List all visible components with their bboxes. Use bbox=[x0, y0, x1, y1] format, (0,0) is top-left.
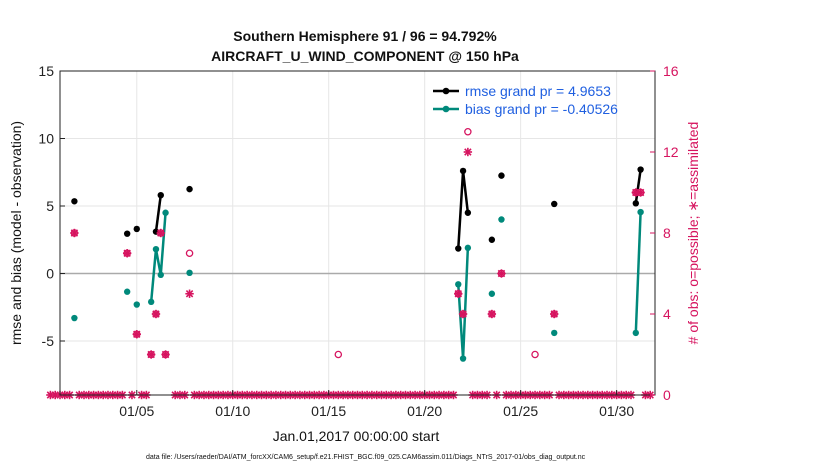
bias-point bbox=[632, 329, 640, 337]
bias-series-line bbox=[634, 212, 642, 333]
assimilated-obs-marker bbox=[454, 289, 463, 298]
bias-point bbox=[157, 271, 164, 279]
bias-point bbox=[133, 301, 140, 308]
bias-point bbox=[637, 208, 644, 216]
bias-point bbox=[71, 314, 78, 322]
x-tick-label: 01/10 bbox=[215, 403, 250, 419]
legend-bias-marker bbox=[442, 105, 450, 113]
assimilated-star-stroke bbox=[185, 290, 194, 298]
assimilated-star-stroke bbox=[464, 148, 472, 156]
assimilated-star-stroke bbox=[161, 350, 170, 359]
legend-bias-label: bias grand pr = -0.40526 bbox=[465, 101, 618, 117]
rmse-point bbox=[123, 230, 131, 237]
y-tick-label-right: 4 bbox=[663, 306, 671, 322]
rmse-series-line bbox=[154, 195, 163, 232]
assimilated-star-stroke bbox=[497, 269, 506, 278]
y-tick-label-right: 12 bbox=[663, 144, 679, 160]
rmse-point bbox=[637, 166, 644, 173]
bias-point bbox=[488, 290, 496, 297]
possible-obs-marker bbox=[334, 350, 343, 359]
assimilated-obs-marker bbox=[122, 249, 132, 258]
series-layer bbox=[71, 166, 644, 362]
x-tick-label: 01/30 bbox=[599, 403, 634, 419]
rmse-point bbox=[71, 198, 78, 205]
x-axis-label: Jan.01,2017 00:00:00 start bbox=[273, 428, 440, 444]
assimilated-star-stroke bbox=[454, 290, 462, 298]
assimilated-obs-marker bbox=[70, 228, 79, 238]
legend: rmse grand pr = 4.9653 bias grand pr = -… bbox=[433, 83, 618, 117]
x-tick-label: 01/20 bbox=[407, 403, 442, 419]
assimilated-star-stroke bbox=[157, 229, 165, 237]
assimilated-star-stroke bbox=[636, 188, 645, 197]
bias-point bbox=[551, 329, 558, 337]
assimilated-star-stroke bbox=[550, 310, 558, 318]
x-tick-label: 01/05 bbox=[119, 403, 154, 419]
assimilated-star-stroke bbox=[123, 249, 131, 257]
possible-obs-marker bbox=[531, 350, 539, 359]
possible-obs-marker bbox=[464, 127, 472, 136]
y-axis-label-left: rmse and bias (model - observation) bbox=[8, 121, 24, 345]
assimilated-obs-marker bbox=[463, 147, 473, 157]
assimilated-obs-marker bbox=[151, 309, 161, 319]
rmse-point bbox=[464, 209, 472, 216]
assimilated-obs-marker bbox=[185, 289, 194, 298]
data-file-footer: data file: /Users/raeder/DAI/ATM_forcXX/… bbox=[146, 454, 586, 461]
rmse-point bbox=[498, 172, 505, 179]
bias-point bbox=[186, 269, 193, 277]
assimilated-star-stroke bbox=[147, 350, 155, 359]
assimilated-obs-marker bbox=[156, 228, 165, 238]
rmse-point bbox=[488, 236, 496, 243]
y-tick-label-left: 10 bbox=[38, 131, 54, 147]
bias-point bbox=[147, 298, 155, 306]
y-tick-label-left: -5 bbox=[42, 333, 55, 349]
y-tick-label-left: 5 bbox=[46, 198, 54, 214]
chart-title: Southern Hemisphere 91 / 96 = 94.792% bbox=[233, 28, 497, 44]
assimilated-star-stroke bbox=[133, 330, 141, 338]
rmse-point bbox=[133, 225, 140, 233]
bias-point bbox=[123, 288, 131, 295]
y-tick-label-right: 8 bbox=[663, 225, 671, 241]
y-axis-label-right: # of obs: o=possible; ∗=assimilated bbox=[685, 122, 701, 345]
rmse-series-line bbox=[634, 169, 642, 204]
chart-subtitle: AIRCRAFT_U_WIND_COMPONENT @ 150 hPa bbox=[211, 48, 519, 64]
assimilated-star-stroke bbox=[70, 229, 79, 237]
legend-rmse-marker bbox=[442, 87, 450, 95]
bias-series-line bbox=[149, 212, 167, 302]
rmse-point bbox=[551, 200, 558, 208]
rmse-point bbox=[186, 185, 193, 193]
assimilated-obs-marker bbox=[487, 309, 497, 319]
bias-point bbox=[498, 216, 505, 223]
assimilated-obs-marker bbox=[458, 309, 468, 319]
assimilated-star-stroke bbox=[152, 310, 160, 318]
assimilated-star-stroke bbox=[488, 310, 496, 318]
x-tick-label: 01/25 bbox=[503, 403, 538, 419]
rmse-point bbox=[455, 245, 462, 252]
y-axis-right: 0 4 8 12 16 bbox=[650, 63, 679, 403]
assimilated-obs-marker bbox=[636, 188, 645, 197]
rmse-point bbox=[632, 200, 640, 207]
legend-rmse-label: rmse grand pr = 4.9653 bbox=[465, 83, 611, 99]
bias-point bbox=[162, 209, 169, 216]
possible-obs-marker bbox=[185, 249, 194, 257]
assimilated-star-stroke bbox=[459, 310, 467, 318]
rmse-point bbox=[459, 167, 467, 175]
assimilated-obs-marker bbox=[497, 269, 506, 278]
y-axis-left: -5 0 5 10 15 bbox=[38, 63, 65, 349]
assimilated-obs-marker bbox=[550, 309, 559, 319]
bias-point bbox=[152, 246, 160, 253]
y-tick-label-left: 15 bbox=[38, 63, 54, 79]
assimilated-obs-marker bbox=[161, 350, 170, 359]
y-tick-label-right: 0 bbox=[663, 387, 671, 403]
x-tick-label: 01/15 bbox=[311, 403, 346, 419]
y-tick-label-left: 0 bbox=[46, 266, 54, 282]
assimilated-obs-marker bbox=[146, 350, 156, 359]
x-axis: 01/05 01/10 01/15 01/20 01/25 01/30 bbox=[119, 390, 634, 419]
bias-point bbox=[464, 244, 472, 252]
rmse-point bbox=[157, 192, 164, 199]
bias-point bbox=[455, 281, 462, 288]
assimilated-obs-marker bbox=[132, 330, 141, 339]
bias-point bbox=[459, 355, 467, 362]
y-tick-label-right: 16 bbox=[663, 63, 679, 79]
